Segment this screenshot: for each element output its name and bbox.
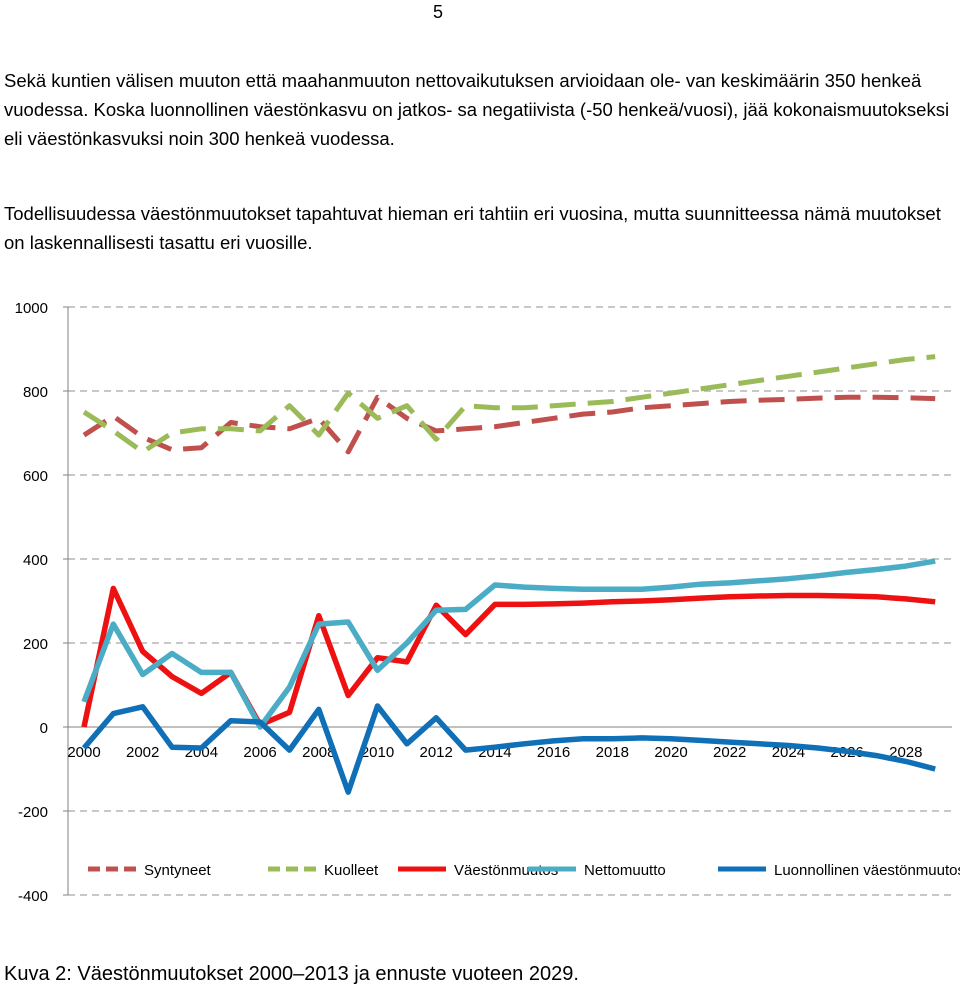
x-tick-label: 2020 (654, 744, 687, 761)
legend: Syntyneet Kuolleet Väestönmuutos Nettomuutt… (88, 862, 960, 879)
x-tick-label: 2022 (713, 744, 746, 761)
legend-label: Syntyneet (144, 862, 212, 879)
x-tick-label: 2016 (537, 744, 570, 761)
x-tick-label: 2000 (67, 744, 100, 761)
series-line-4 (81, 558, 936, 730)
y-tick-label: 400 (23, 552, 48, 569)
legend-label: Luonnollinen väestönmuutos (774, 862, 960, 879)
y-tick-label: 200 (23, 636, 48, 653)
x-tick-label: 2010 (361, 744, 394, 761)
figure-caption: Kuva 2: Väestönmuutokset 2000–2013 ja en… (4, 963, 579, 985)
x-tick-label: 2002 (126, 744, 159, 761)
axes (63, 306, 952, 896)
series-line-3 (81, 585, 936, 728)
paragraph-smoothing-note: Todellisuudessa väestönmuutokset tapahtu… (4, 203, 941, 253)
x-tick-label: 2008 (302, 744, 335, 761)
paragraph-population-change: Sekä kuntien välisen muuton että maahanm… (4, 70, 950, 149)
x-tick-labels: 2000 2002 2004 2006 2008 2010 2012 2014 2016 2018… (67, 744, 922, 761)
y-tick-labels: -400 -200 0 200 400 600 800 1000 (15, 300, 48, 905)
x-tick-label: 2028 (889, 744, 922, 761)
y-tick-label: 800 (23, 384, 48, 401)
y-tick-label: 600 (23, 468, 48, 485)
x-tick-label: 2018 (596, 744, 629, 761)
x-tick-label: 2006 (243, 744, 276, 761)
series-line-5 (81, 703, 936, 795)
data-series (81, 354, 936, 795)
y-tick-label: -200 (18, 804, 48, 821)
y-tick-label: 1000 (15, 300, 48, 317)
series-line-1 (82, 394, 936, 455)
legend-label: Nettomuutto (584, 862, 666, 879)
page-number: 5 (433, 2, 444, 22)
y-tick-label: -400 (18, 888, 48, 905)
gridlines (68, 306, 952, 896)
legend-label: Kuolleet (324, 862, 379, 879)
series-line-2 (82, 354, 936, 455)
x-tick-label: 2012 (420, 744, 453, 761)
legend-label: Väestönmuutos (454, 862, 558, 879)
y-tick-label: 0 (40, 720, 48, 737)
